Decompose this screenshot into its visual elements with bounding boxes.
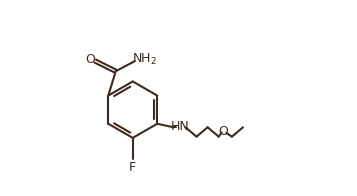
Text: NH$_2$: NH$_2$ — [132, 52, 157, 67]
Text: O: O — [86, 53, 96, 66]
Text: O: O — [218, 125, 228, 138]
Text: HN: HN — [171, 120, 190, 133]
Text: F: F — [129, 161, 136, 174]
